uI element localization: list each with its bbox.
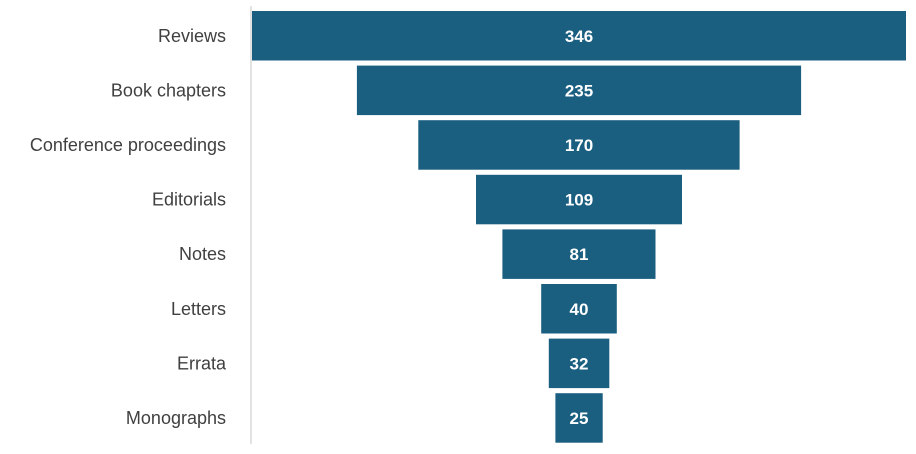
data-label: 81 <box>570 245 589 264</box>
data-label: 346 <box>565 27 593 46</box>
data-label: 170 <box>565 136 593 155</box>
category-labels-layer: Reviews Book chapters Conference proceedin… <box>30 26 227 428</box>
funnel-bar-letters <box>541 284 617 334</box>
category-label: Conference proceedings <box>30 135 226 155</box>
funnel-bar-reviews <box>252 11 906 61</box>
funnel-bar-monographs <box>555 393 603 443</box>
funnel-bar-editorials <box>476 174 682 225</box>
category-label: Reviews <box>158 26 226 46</box>
category-label: Letters <box>171 299 226 319</box>
category-label: Monographs <box>126 408 226 428</box>
funnel-bar-book-chapters <box>356 65 802 116</box>
category-label: Book chapters <box>111 80 226 100</box>
data-label: 109 <box>565 191 593 210</box>
data-label: 235 <box>565 81 593 100</box>
data-label: 25 <box>570 409 589 428</box>
category-label: Notes <box>179 244 226 264</box>
funnel-bar-errata <box>548 338 610 389</box>
bars-layer <box>252 11 906 443</box>
funnel-bar-conference-proceedings <box>418 120 740 170</box>
funnel-bar-notes <box>502 229 656 279</box>
value-labels-layer: 346 235 170 109 81 40 32 25 <box>565 27 593 428</box>
category-label: Editorials <box>152 190 226 210</box>
category-label: Errata <box>177 353 227 373</box>
data-label: 32 <box>570 354 589 373</box>
data-label: 40 <box>570 300 589 319</box>
